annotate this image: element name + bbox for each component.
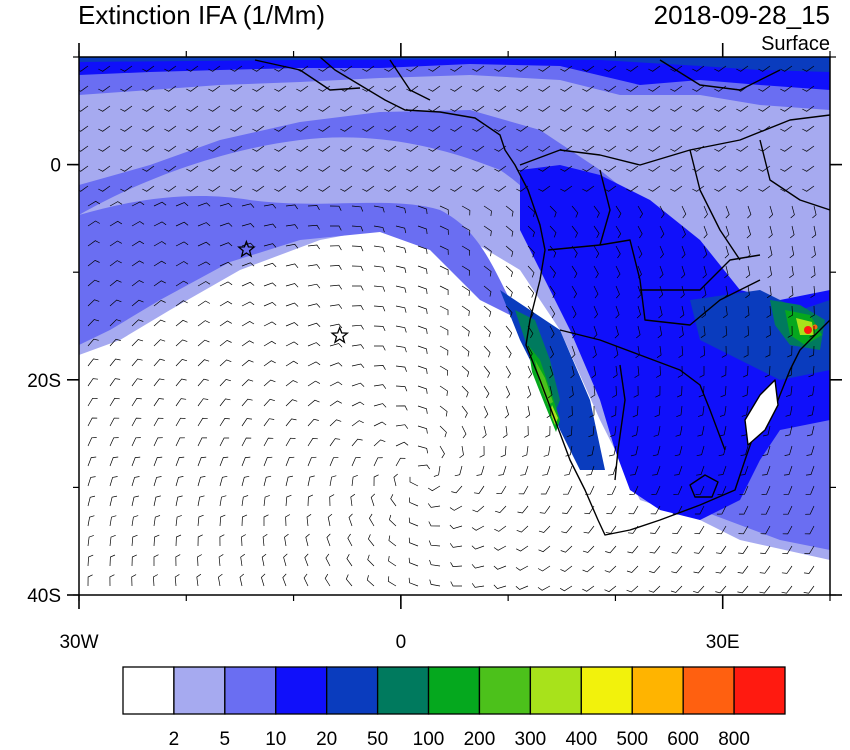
colorbar-swatch (122, 666, 175, 715)
colorbar-label: 5 (220, 729, 231, 750)
colorbar-swatch (275, 666, 328, 715)
datetime-label: 2018-09-28_15 (653, 0, 830, 30)
colorbar-label: 10 (265, 729, 286, 750)
colorbar-swatch (580, 666, 633, 715)
lat-tick-label: 20S (27, 371, 61, 392)
marker-layer (237, 239, 350, 344)
colorbar-label: 20 (316, 729, 337, 750)
colorbar-swatch (326, 666, 379, 715)
colorbar-label: 200 (464, 729, 496, 750)
lon-tick-label: 0 (396, 632, 407, 653)
wind-barbs (79, 65, 817, 594)
star-marker (237, 239, 256, 258)
colorbar-label: 100 (413, 729, 445, 750)
colorbar-swatch (529, 666, 582, 715)
star-marker (330, 325, 350, 344)
lat-tick-label: 40S (27, 586, 61, 607)
colorbar-label: 300 (515, 729, 547, 750)
colorbar-label: 500 (616, 729, 648, 750)
plot-title: Extinction IFA (1/Mm) (78, 0, 326, 30)
colorbar: 2 5 10 20 50 100 200 300 400 500 600 800 (122, 666, 786, 750)
colorbar-label: 800 (718, 729, 750, 750)
colorbar-swatch (427, 666, 481, 715)
colorbar-label: 600 (667, 729, 699, 750)
axes: 0 20S 40S 30W 0 30E (27, 43, 842, 653)
lon-tick-label: 30W (59, 632, 98, 653)
colorbar-label: 2 (169, 729, 180, 750)
colorbar-label: 50 (367, 729, 388, 750)
lon-tick-label: 30E (706, 632, 740, 653)
colorbar-swatch (682, 666, 735, 715)
colorbar-swatch (224, 666, 277, 715)
colorbar-swatch (478, 666, 532, 715)
level-label: Surface (761, 33, 830, 55)
colorbar-swatch (733, 666, 786, 715)
plot-frame (78, 56, 831, 596)
colorbar-swatch (173, 666, 226, 715)
lat-tick-label: 0 (50, 156, 61, 177)
colorbar-swatch (376, 666, 430, 715)
coastline (254, 57, 830, 536)
colorbar-label: 400 (565, 729, 597, 750)
colorbar-swatch (631, 666, 684, 715)
